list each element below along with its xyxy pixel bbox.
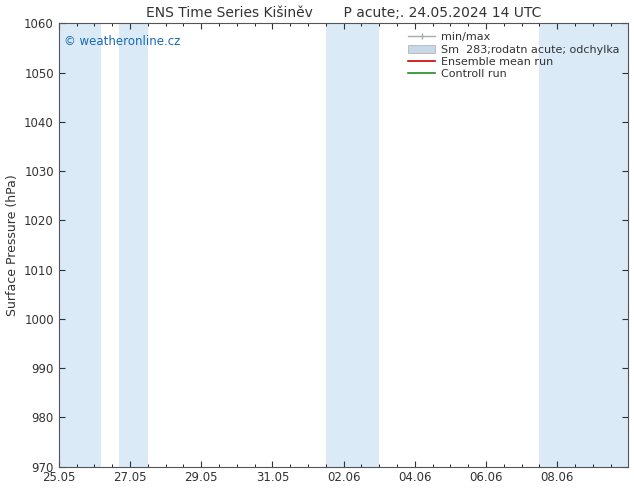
Bar (540, 24, 628, 466)
Bar (326, 24, 379, 466)
Title: ENS Time Series Kišiněv       P acute;. 24.05.2024 14 UTC: ENS Time Series Kišiněv P acute;. 24.05.… (146, 5, 541, 20)
Legend: min/max, Sm  283;rodatn acute; odchylka, Ensemble mean run, Controll run: min/max, Sm 283;rodatn acute; odchylka, … (404, 29, 623, 82)
Y-axis label: Surface Pressure (hPa): Surface Pressure (hPa) (6, 174, 18, 316)
Bar (59, 24, 101, 466)
Bar (119, 24, 148, 466)
Text: © weatheronline.cz: © weatheronline.cz (65, 35, 181, 48)
